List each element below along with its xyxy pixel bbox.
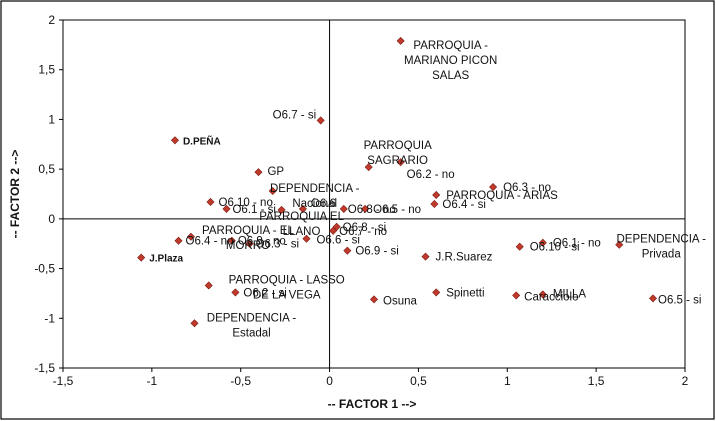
point-label: O6.6 (311, 198, 336, 210)
point-label: O6.6 - si (316, 235, 359, 247)
point-label: O6.1 - si (232, 204, 275, 216)
x-axis-title: -- FACTOR 1 --> (328, 397, 417, 411)
point-label: O6.10 - no (219, 197, 273, 209)
x-tick-label: -1,5 (53, 374, 74, 388)
point-label: O6.3 - si (256, 239, 299, 251)
point-label: PARROQUIA EL LLANO (259, 211, 344, 238)
point-label: DEPENDENCIA -Privada (617, 234, 707, 261)
data-point (190, 319, 199, 328)
data-point (170, 136, 179, 145)
point-label: Spinetti (446, 287, 484, 299)
data-point (538, 290, 547, 299)
data-point (361, 204, 370, 213)
y-tick-label: 0,5 (38, 162, 55, 176)
point-labels: PARROQUIA -MARIANO PICON SALAS O6.7 - si D.… (149, 40, 706, 339)
point-label: O6.9 - no (238, 236, 286, 248)
point-label: O6.4 - no (186, 236, 234, 248)
data-point (222, 204, 231, 213)
point-label: O6.5 - no (373, 204, 421, 216)
y-axis-title: -- FACTOR 2 --> (8, 150, 22, 239)
data-point (615, 240, 624, 249)
point-label: PARROQUIA - ARIAS (446, 190, 558, 202)
point-label: DEPENDENCIA -Nacional (270, 183, 360, 210)
data-point (302, 234, 311, 243)
point-label: J.Plaza (149, 254, 183, 265)
data-point (268, 186, 277, 196)
tick-labels: -1,5 -1 -0,5 0 0,5 1 1,5 2 -1,5 -1 -0,5 0 0,5 1 1,5 2 (34, 13, 688, 388)
x-tick-label: 0 (326, 374, 333, 388)
data-point (339, 204, 348, 213)
data-point (430, 199, 439, 208)
data-point (364, 163, 373, 172)
point-label: PARROQUIA SAGRARIO (364, 140, 432, 167)
point-label: PARROQUIA - LASSO DE LA VEGA (229, 274, 345, 301)
x-tick-label: -1 (147, 374, 158, 388)
data-point (186, 232, 195, 241)
point-label: O6.2 - si (243, 287, 286, 299)
x-tick-label: -0,5 (230, 374, 251, 388)
y-tick-label: -1 (44, 311, 55, 325)
point-label: O6.8 - no (348, 204, 396, 216)
x-tick-label: 1,5 (588, 374, 605, 388)
data-point (396, 36, 405, 45)
data-point (489, 183, 498, 192)
point-label: PARROQUIA -MARIANO PICON SALAS (404, 40, 497, 82)
point-label: O6.8 - si (343, 222, 386, 234)
point-label: O6.4 - si (442, 199, 485, 211)
data-point (298, 204, 307, 213)
data-point (421, 252, 430, 261)
data-point (432, 190, 441, 200)
y-tick-label: -0,5 (34, 262, 55, 276)
data-point (515, 242, 524, 251)
data-point (254, 168, 263, 177)
point-label: O6.7 - no (339, 226, 387, 238)
data-point (343, 246, 352, 255)
data-point (396, 158, 405, 167)
y-tick-label: 0 (48, 212, 55, 226)
point-label: O6.3 - no (503, 182, 551, 194)
point-label: PARROQUIA - EL MORRO (202, 225, 294, 252)
point-label: O6.2 - no (407, 169, 455, 181)
point-label: Caracciolo (524, 291, 578, 303)
point-label: MILLA (553, 288, 587, 300)
y-tick-label: 1,5 (38, 63, 55, 77)
data-point (277, 205, 286, 214)
data-points (137, 36, 658, 328)
data-point (538, 238, 547, 247)
y-tick-label: 2 (48, 13, 55, 27)
data-point (332, 222, 341, 231)
point-label: GP (267, 166, 284, 178)
data-point (206, 197, 215, 206)
data-point (369, 295, 379, 304)
data-point (174, 236, 183, 245)
point-label: O6.5 - si (658, 294, 701, 306)
data-point (432, 288, 441, 297)
y-tick-label: -1,5 (34, 361, 55, 375)
plot-area (62, 19, 686, 369)
data-point (137, 253, 146, 262)
data-point (245, 239, 254, 248)
axes-layer (63, 20, 685, 368)
x-tick-label: 0,5 (410, 374, 427, 388)
data-point (316, 116, 325, 125)
data-point (204, 281, 213, 290)
x-tick-label: 2 (682, 374, 689, 388)
data-point (648, 294, 658, 303)
point-label: O6.1 - no (553, 238, 601, 250)
x-tick-label: 1 (504, 374, 511, 388)
point-label: O6.9 - si (355, 246, 398, 258)
data-point (227, 236, 236, 245)
y-tick-label: 1 (48, 112, 55, 126)
point-label: O6.7 - si (273, 109, 316, 121)
data-point (231, 288, 240, 297)
point-label: J.R.Suarez (436, 252, 493, 264)
data-point (512, 291, 521, 300)
point-label: D.PEÑA (183, 134, 221, 147)
point-label: DEPENDENCIA -Estadal (207, 312, 297, 339)
point-label: Osuna (383, 295, 417, 307)
point-label: O6.10 - si (530, 242, 580, 254)
